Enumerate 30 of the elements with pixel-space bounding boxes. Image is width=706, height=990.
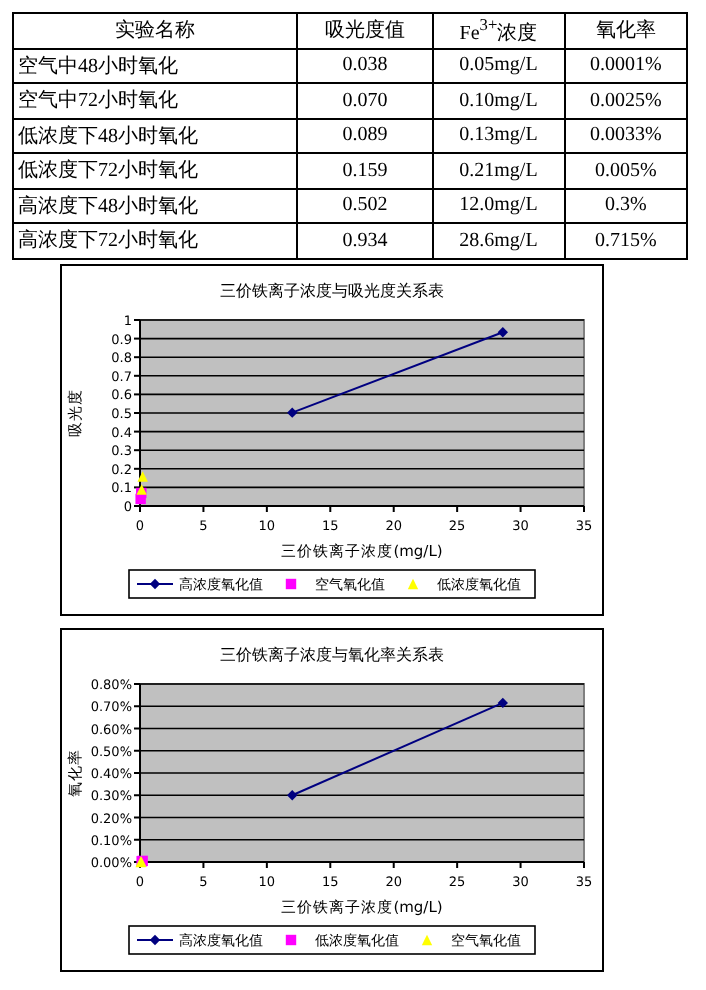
text: 低浓度下72小时氧化 — [13, 153, 298, 188]
text: 高浓度下48小时氧化 — [13, 188, 298, 223]
text: 0.10mg/L — [432, 83, 565, 118]
text: 0.21mg/L — [432, 153, 565, 188]
text: 0.715% — [564, 223, 687, 258]
category-label: Fe$^{3+}$浓度 — [432, 13, 565, 48]
text: 低浓度下48小时氧化 — [13, 118, 298, 153]
text: 28.6mg/L — [432, 223, 565, 258]
category-label: 氧化率 — [564, 13, 687, 48]
chart-title: 三价铁离子浓度与氧化率关系表 — [220, 646, 444, 664]
category-label: 实验名称 — [13, 13, 298, 48]
text: 0.005% — [564, 153, 687, 188]
text: 空气中72小时氧化 — [13, 83, 298, 118]
text: 0.159 — [297, 153, 433, 188]
text: 空气中48小时氧化 — [13, 48, 298, 83]
text: 0.089 — [297, 118, 433, 153]
text: 0.0001% — [564, 48, 687, 83]
text: 0.934 — [297, 223, 433, 258]
text: 0.0033% — [564, 118, 687, 153]
text: 0.3% — [564, 188, 687, 223]
text: 0.05mg/L — [432, 48, 565, 83]
text: 0.502 — [297, 188, 433, 223]
text: 0.038 — [297, 48, 433, 83]
text: 0.13mg/L — [432, 118, 565, 153]
text: 0.0025% — [564, 83, 687, 118]
text: 0.070 — [297, 83, 433, 118]
category-label: 吸光度值 — [297, 13, 433, 48]
chart-title: 三价铁离子浓度与吸光度关系表 — [220, 282, 444, 300]
text: 高浓度下72小时氧化 — [13, 223, 298, 258]
text: 12.0mg/L — [432, 188, 565, 223]
